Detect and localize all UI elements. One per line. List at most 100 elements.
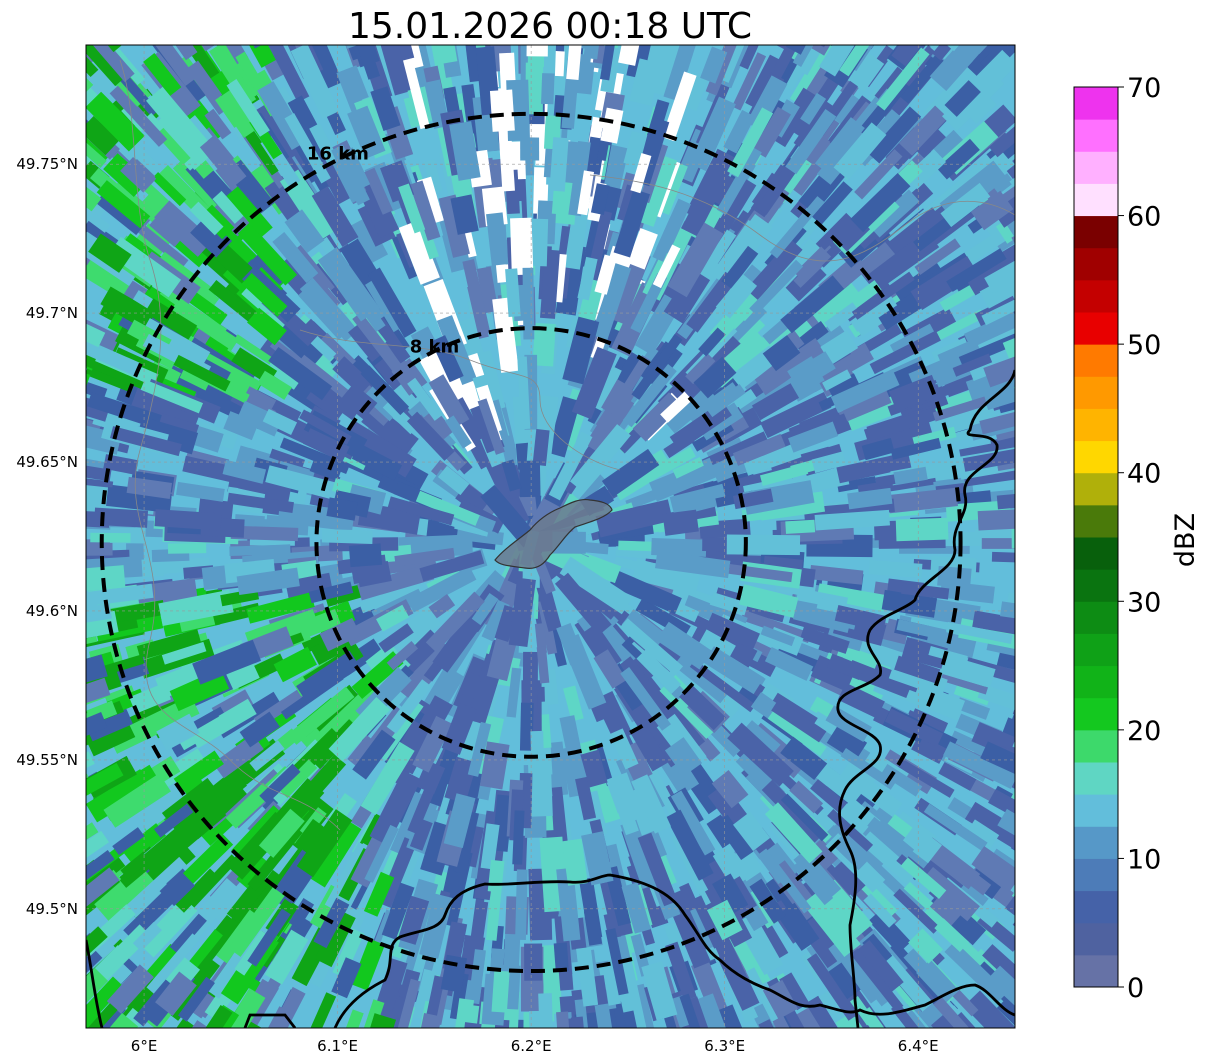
colorbar-segment: [1074, 890, 1118, 924]
reflectivity-cell: [811, 181, 853, 225]
reflectivity-cell: [588, 1042, 611, 1064]
reflectivity-cell: [348, 543, 383, 568]
reflectivity-cell: [1008, 188, 1015, 230]
reflectivity-cell: [609, 264, 646, 325]
reflectivity-cell: [670, 790, 716, 856]
reflectivity-cell: [729, 930, 771, 988]
reflectivity-cell: [491, 970, 510, 1013]
reflectivity-cell: [929, 45, 992, 91]
reflectivity-cell: [86, 583, 154, 607]
reflectivity-cell: [146, 86, 208, 155]
reflectivity-cell: [535, 582, 562, 632]
reflectivity-cell: [386, 606, 442, 656]
reflectivity-cell: [963, 990, 1015, 1028]
reflectivity-cell: [621, 788, 655, 838]
reflectivity-cell: [811, 282, 864, 330]
reflectivity-cell: [412, 715, 453, 773]
reflectivity-cell: [912, 860, 980, 922]
reflectivity-cell: [500, 1027, 512, 1028]
reflectivity-cell: [299, 409, 352, 445]
reflectivity-cell: [679, 993, 701, 1028]
reflectivity-cell: [1007, 604, 1015, 637]
reflectivity-cell: [40, 997, 70, 1027]
reflectivity-cell: [622, 363, 677, 428]
reflectivity-cell: [1010, 832, 1015, 870]
reflectivity-cell: [394, 547, 455, 567]
reflectivity-cell: [169, 668, 230, 712]
reflectivity-cell: [932, 396, 988, 422]
reflectivity-cell: [1020, 33, 1056, 69]
reflectivity-cell: [449, 121, 481, 181]
reflectivity-cell: [32, 199, 84, 243]
reflectivity-cell: [422, 1031, 444, 1064]
reflectivity-cell: [90, 532, 131, 543]
reflectivity-cell: [1000, 113, 1015, 159]
reflectivity-cell: [359, 1013, 396, 1028]
reflectivity-cell: [993, 957, 1015, 998]
reflectivity-cell: [847, 51, 885, 92]
reflectivity-cell: [538, 993, 553, 1027]
reflectivity-cell: [895, 517, 949, 542]
y-tick-label: 49.55°N: [16, 751, 78, 769]
colorbar-segment: [1074, 408, 1118, 442]
reflectivity-cell: [1007, 897, 1015, 956]
reflectivity-cell: [355, 560, 392, 588]
colorbar-segment: [1074, 440, 1118, 474]
reflectivity-cell: [932, 45, 985, 61]
reflectivity-cell: [755, 1026, 796, 1028]
reflectivity-cell: [767, 709, 827, 757]
reflectivity-cell: [359, 580, 421, 614]
x-tick-label: 6°E: [131, 1037, 158, 1055]
reflectivity-cell: [756, 164, 797, 215]
reflectivity-cell: [1011, 211, 1015, 254]
colorbar-segment: [1074, 569, 1118, 602]
reflectivity-cell: [841, 646, 878, 673]
colorbar-tick-label: 0: [1127, 973, 1144, 1004]
reflectivity-cell: [631, 774, 672, 834]
reflectivity-cell: [742, 480, 815, 515]
reflectivity-cell: [613, 189, 651, 258]
reflectivity-cell: [548, 431, 593, 501]
reflectivity-cell: [561, 634, 607, 710]
reflectivity-cell: [571, 346, 617, 420]
colorbar-segment: [1074, 183, 1118, 217]
reflectivity-cell: [402, 57, 430, 130]
reflectivity-cell: [331, 957, 362, 999]
reflectivity-cell: [811, 451, 847, 474]
reflectivity-cell: [302, 428, 350, 463]
reflectivity-cell: [40, 15, 81, 58]
reflectivity-cell: [636, 154, 678, 227]
reflectivity-cell: [172, 160, 226, 216]
reflectivity-cell: [480, 484, 538, 548]
reflectivity-cell: [1020, 861, 1066, 902]
reflectivity-cell: [406, 566, 477, 613]
reflectivity-cell: [86, 233, 88, 282]
reflectivity-cell: [369, 770, 422, 846]
reflectivity-cell: [829, 857, 869, 898]
reflectivity-cell: [665, 809, 714, 881]
reflectivity-cell: [139, 810, 211, 877]
reflectivity-cell: [183, 2, 215, 39]
reflectivity-cell: [946, 621, 1013, 644]
reflectivity-cell: [360, 365, 410, 416]
colorbar-segment: [1074, 762, 1118, 795]
reflectivity-cell: [28, 11, 74, 59]
reflectivity-cell: [375, 1030, 400, 1064]
reflectivity-cell: [955, 697, 991, 720]
reflectivity-cell: [87, 1012, 139, 1028]
y-tick-label: 49.7°N: [26, 304, 78, 322]
reflectivity-cell: [709, 290, 759, 343]
reflectivity-cell: [212, 190, 244, 224]
reflectivity-cell: [1009, 723, 1015, 766]
reflectivity-cell: [305, 45, 343, 90]
reflectivity-cell: [65, 0, 100, 28]
reflectivity-cell: [953, 683, 991, 706]
reflectivity-cell: [540, 249, 560, 319]
reflectivity-cell: [37, 704, 76, 733]
reflectivity-cell: [996, 996, 1015, 1028]
reflectivity-cell: [86, 45, 87, 72]
reflectivity-cell: [632, 392, 683, 442]
reflectivity-cell: [140, 379, 204, 414]
reflectivity-cell: [732, 433, 786, 466]
reflectivity-cell: [1011, 527, 1015, 549]
